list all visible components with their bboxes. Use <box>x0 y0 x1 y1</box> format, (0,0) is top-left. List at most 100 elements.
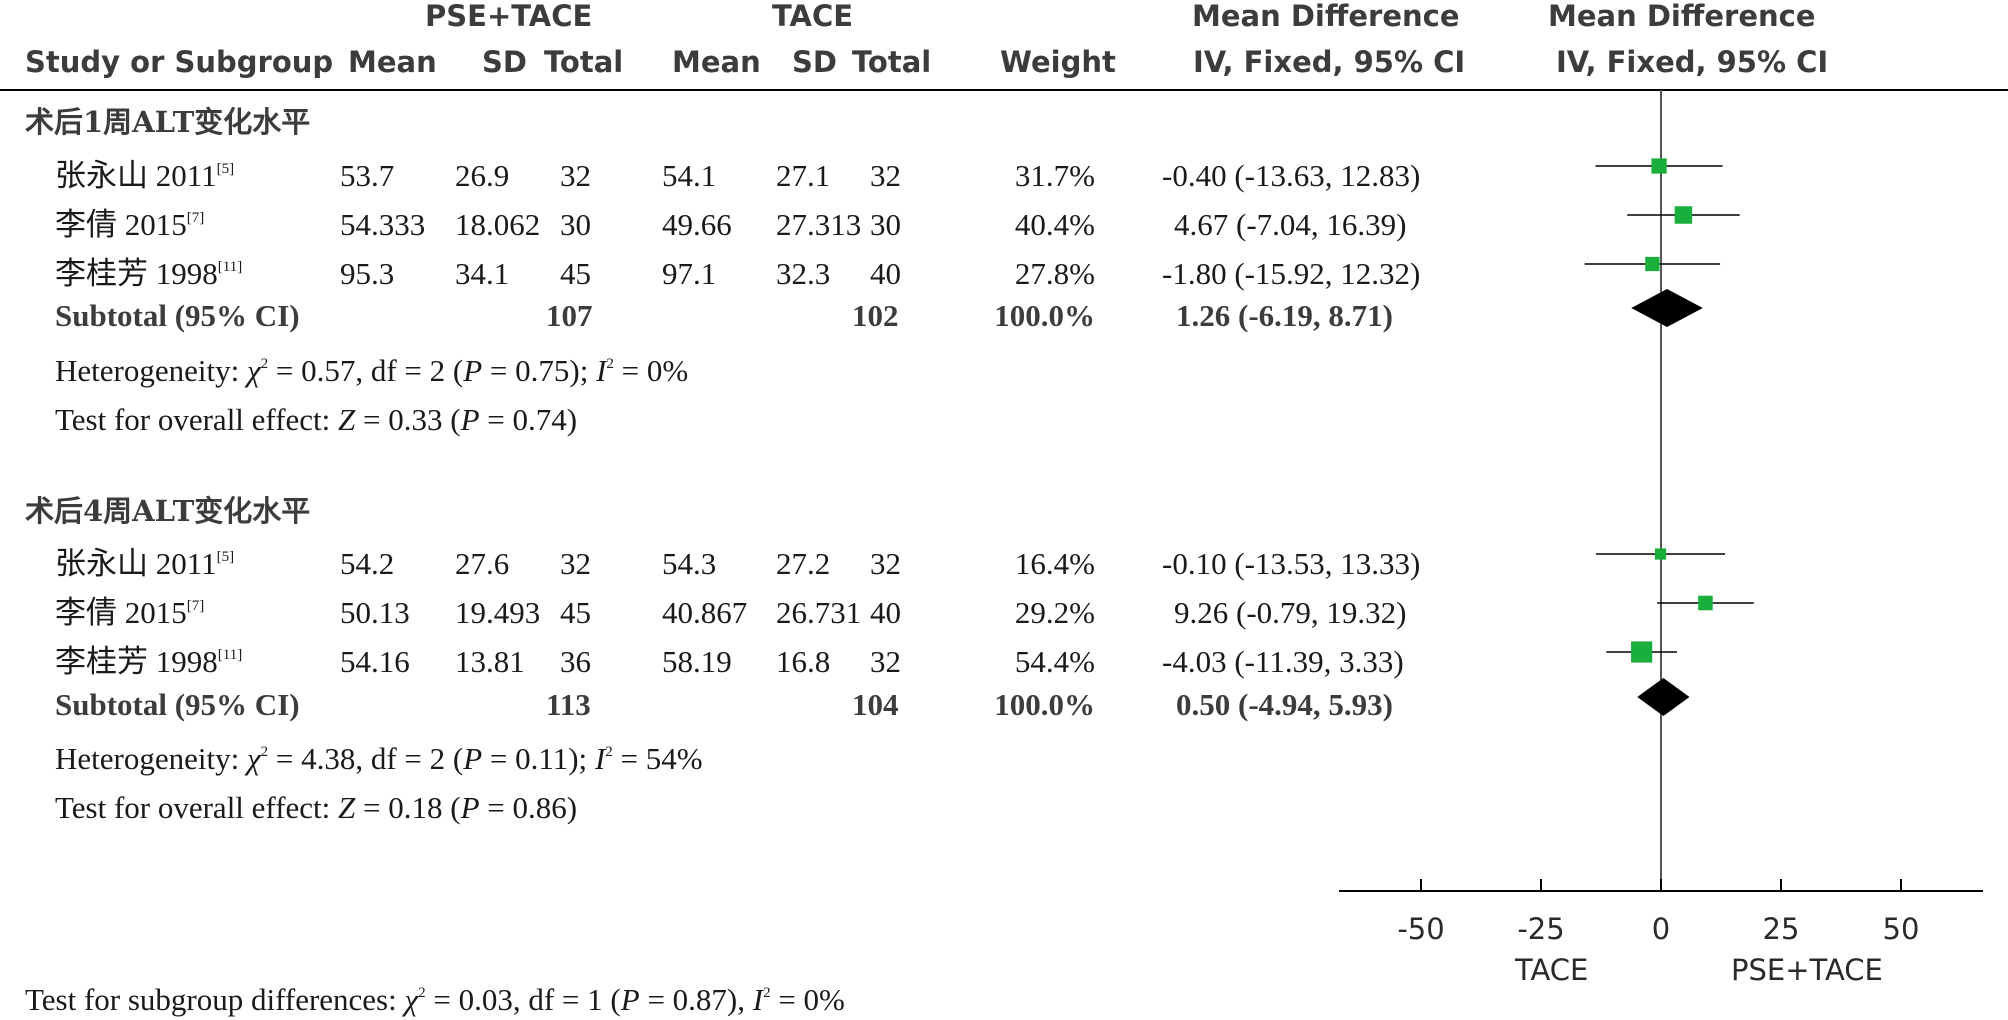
effect-method-header: IV, Fixed, 95% CI <box>1193 45 1466 79</box>
total1-value: 45 <box>560 256 591 291</box>
mean1-value: 95.3 <box>340 256 395 291</box>
study-label: 张永山 2011 <box>55 546 217 581</box>
total1-value: 36 <box>560 644 591 679</box>
mean1-value: 54.333 <box>340 207 426 242</box>
mean2-value: 54.3 <box>662 546 717 581</box>
reference: [11] <box>217 259 243 275</box>
pooled-diamond <box>1631 289 1703 327</box>
study-column-header: Study or Subgroup <box>25 45 334 79</box>
reference: [7] <box>186 210 205 226</box>
total2-value: 32 <box>870 644 901 679</box>
total2-value: 32 <box>870 546 901 581</box>
sd1-value: 27.6 <box>455 546 510 581</box>
weight-value: 29.2% <box>1014 595 1095 630</box>
sd2-value: 27.1 <box>776 158 831 193</box>
mean1-value: 54.2 <box>340 546 395 581</box>
x-tick-label: -25 <box>1517 912 1565 946</box>
subtotal-weight: 100.0% <box>994 687 1095 722</box>
subtotal-label: Subtotal (95% CI) <box>55 298 300 333</box>
total2-column-header: Total <box>852 45 932 79</box>
heterogeneity-text: Heterogeneity: χ2 = 0.57, df = 2 (P = 0.… <box>55 353 689 388</box>
study-marker <box>1651 158 1667 174</box>
mean2-value: 40.867 <box>662 595 748 630</box>
plot-title: Mean Difference <box>1548 0 1816 33</box>
mean2-value: 58.19 <box>662 644 732 679</box>
sd2-value: 27.313 <box>776 207 862 242</box>
total2-value: 40 <box>870 595 901 630</box>
mean2-value: 54.1 <box>662 158 717 193</box>
study-name: 李桂芳 1998[11] <box>55 258 242 289</box>
sd2-value: 16.8 <box>776 644 831 679</box>
weight-column-header: Weight <box>1000 45 1116 79</box>
weight-value: 54.4% <box>1014 644 1095 679</box>
mean1-value: 53.7 <box>340 158 395 193</box>
subtotal-total1: 107 <box>546 298 593 333</box>
ci-value: -4.03 (-11.39, 3.33) <box>1162 644 1404 679</box>
subtotal-ci: 1.26 (-6.19, 8.71) <box>1176 298 1393 333</box>
weight-value: 40.4% <box>1014 207 1095 242</box>
total2-value: 30 <box>870 207 901 242</box>
sd1-value: 34.1 <box>455 256 510 291</box>
study-marker <box>1674 206 1693 224</box>
group2-header: TACE <box>772 0 854 33</box>
sd1-value: 19.493 <box>455 595 541 630</box>
weight-value: 31.7% <box>1014 158 1095 193</box>
total1-value: 32 <box>560 158 591 193</box>
study-name: 张永山 2011[5] <box>55 160 234 191</box>
study-marker <box>1654 548 1667 560</box>
heterogeneity-text: Heterogeneity: χ2 = 4.38, df = 2 (P = 0.… <box>55 741 703 776</box>
sd2-value: 27.2 <box>776 546 831 581</box>
study-label: 李倩 2015 <box>55 207 187 242</box>
study-name: 李桂芳 1998[11] <box>55 646 242 677</box>
total1-value: 30 <box>560 207 591 242</box>
subgroup-title: 术后1周ALT变化水平 <box>25 105 311 139</box>
subtotal-ci: 0.50 (-4.94, 5.93) <box>1176 687 1393 722</box>
mean1-column-header: Mean <box>348 45 437 79</box>
sd2-column-header: SD <box>792 45 837 79</box>
sd2-value: 32.3 <box>776 256 831 291</box>
mean2-value: 97.1 <box>662 256 717 291</box>
study-marker <box>1698 595 1713 611</box>
mean1-value: 54.16 <box>340 644 410 679</box>
overall-effect-text: Test for overall effect: Z = 0.33 (P = 0… <box>55 402 578 437</box>
subtotal-label: Subtotal (95% CI) <box>55 687 300 722</box>
mean2-value: 49.66 <box>662 207 732 242</box>
weight-value: 27.8% <box>1014 256 1095 291</box>
study-name: 李倩 2015[7] <box>55 209 204 240</box>
study-label: 李桂芳 1998 <box>55 256 218 291</box>
total1-value: 45 <box>560 595 591 630</box>
reference: [7] <box>186 598 205 614</box>
plot-method-header: IV, Fixed, 95% CI <box>1556 45 1829 79</box>
subgroup-differences-text: Test for subgroup differences: χ2 = 0.03… <box>25 982 845 1017</box>
x-tick-label: 0 <box>1651 912 1671 946</box>
header-rule <box>0 89 2008 91</box>
pooled-diamond <box>1637 678 1690 716</box>
study-label: 李桂芳 1998 <box>55 644 218 679</box>
x-tick-label: 50 <box>1882 912 1920 946</box>
axis-left-label: TACE <box>1515 953 1589 987</box>
reference: [5] <box>216 161 235 177</box>
study-name: 张永山 2011[5] <box>55 548 234 579</box>
ci-value: -0.40 (-13.63, 12.83) <box>1162 158 1421 193</box>
mean2-column-header: Mean <box>672 45 761 79</box>
reference: [11] <box>217 647 243 663</box>
ci-value: -0.10 (-13.53, 13.33) <box>1162 546 1421 581</box>
ci-value: 9.26 (-0.79, 19.32) <box>1174 595 1407 630</box>
overall-effect-text: Test for overall effect: Z = 0.18 (P = 0… <box>55 790 578 825</box>
total2-value: 32 <box>870 158 901 193</box>
x-tick-label: 25 <box>1762 912 1800 946</box>
x-tick-label: -50 <box>1397 912 1445 946</box>
weight-value: 16.4% <box>1014 546 1095 581</box>
subtotal-total1: 113 <box>546 687 591 722</box>
mean1-value: 50.13 <box>340 595 410 630</box>
total2-value: 40 <box>870 256 901 291</box>
subtotal-total2: 102 <box>852 298 899 333</box>
sd1-value: 26.9 <box>455 158 510 193</box>
subtotal-total2: 104 <box>852 687 899 722</box>
ci-value: -1.80 (-15.92, 12.32) <box>1162 256 1421 291</box>
sd1-column-header: SD <box>482 45 527 79</box>
study-marker <box>1645 256 1660 272</box>
subgroup-title: 术后4周ALT变化水平 <box>25 494 311 528</box>
